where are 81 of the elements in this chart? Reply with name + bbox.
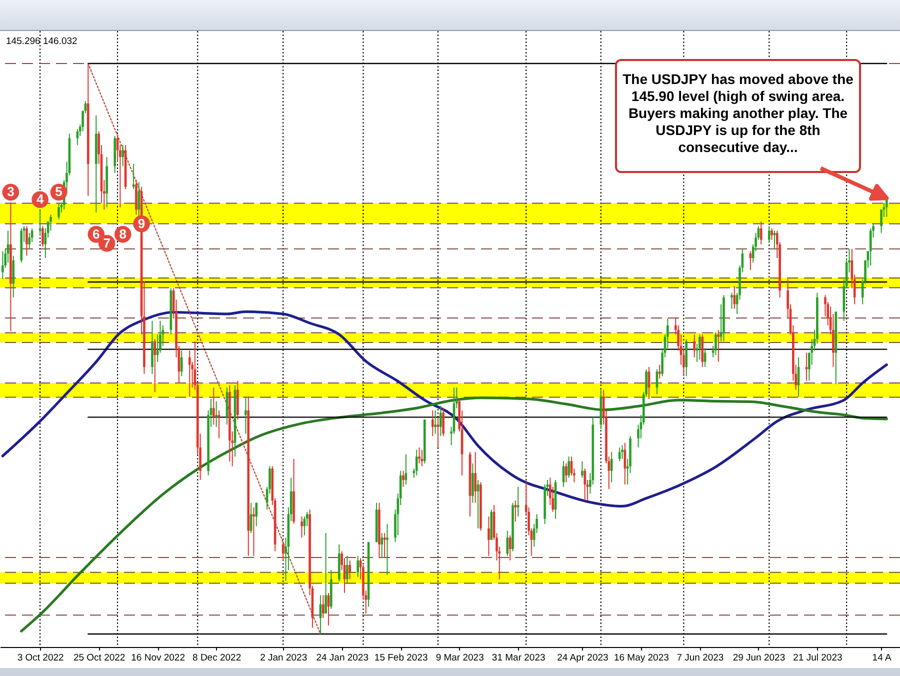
candlestick — [12, 255, 15, 298]
candlestick — [770, 228, 773, 240]
annotation: 5 — [55, 184, 62, 200]
annotation: 6 — [92, 226, 100, 242]
candlestick — [383, 532, 386, 559]
candlestick — [714, 332, 717, 356]
candlestick — [300, 516, 303, 538]
candlestick — [565, 462, 568, 483]
x-tick-label: 7 Jun 2023 — [676, 652, 724, 664]
candlestick — [698, 334, 701, 360]
x-tick-label: 9 Mar 2023 — [436, 652, 484, 664]
x-tick-label: 3 Oct 2022 — [17, 652, 64, 664]
candlestick — [26, 226, 28, 256]
candlestick — [356, 555, 360, 578]
candlestick — [693, 334, 696, 358]
candlestick — [348, 560, 351, 580]
candlestick — [188, 350, 191, 398]
candlestick — [415, 449, 418, 476]
annotation: The USDJPY has moved above the 145.90 level (high of swing area. Buyers making another play. The USDJPY is up for the 8th consecutive day... — [622, 71, 854, 155]
candlestick — [733, 285, 736, 310]
x-tick-label: 24 Apr 2023 — [557, 652, 608, 664]
candlestick — [768, 226, 770, 243]
candlestick — [717, 329, 720, 362]
candlestick — [215, 400, 218, 428]
annotation: 3 — [7, 184, 14, 200]
x-tick-label: 29 Jun 2023 — [732, 652, 786, 664]
candlestick — [805, 352, 808, 382]
candlestick — [154, 338, 156, 393]
candlestick — [28, 232, 31, 250]
candlestick — [658, 364, 661, 379]
candlestick — [472, 462, 474, 504]
candlestick — [431, 410, 434, 437]
candlestick — [621, 444, 624, 460]
candlestick — [252, 506, 255, 556]
candlestick — [42, 226, 44, 248]
candlestick — [2, 250, 4, 280]
candlestick — [346, 555, 348, 584]
candlestick — [436, 416, 440, 448]
candlestick — [212, 387, 215, 426]
candlestick — [434, 410, 436, 434]
x-tick-label: 15 Feb 2023 — [374, 652, 428, 664]
annotation: 8 — [119, 226, 126, 242]
candlestick — [440, 405, 442, 437]
candlestick — [122, 144, 124, 167]
annotation: 7 — [103, 235, 110, 250]
x-tick-label: 8 Dec 2022 — [192, 652, 242, 664]
candlestick — [138, 182, 140, 218]
candlestick — [244, 396, 247, 434]
candlestick — [704, 348, 706, 368]
candlestick — [474, 452, 477, 504]
candlestick — [730, 292, 733, 310]
candlestick — [442, 408, 444, 437]
candlestick — [514, 500, 517, 522]
x-tick-label: 16 May 2023 — [614, 652, 669, 664]
candlestick — [516, 486, 520, 517]
annotation: 9 — [138, 216, 146, 231]
candlestick — [760, 221, 762, 245]
candlestick — [568, 456, 570, 478]
candlestick — [402, 470, 404, 488]
candlestick — [418, 446, 420, 464]
annotation: 4 — [36, 192, 44, 207]
candlestick — [324, 532, 327, 614]
text: 145.296 146.032 — [6, 36, 78, 47]
candlestick — [58, 202, 60, 220]
x-tick-label: 14 A — [872, 652, 892, 664]
candlestick — [322, 594, 324, 619]
x-tick-label: 2 Jan 2023 — [260, 652, 308, 664]
candlestick — [380, 532, 384, 559]
candlestick — [584, 468, 586, 502]
x-tick-label: 25 Oct 2022 — [73, 652, 126, 664]
candlestick — [869, 228, 872, 266]
x-tick-label: 24 Jan 2023 — [316, 652, 368, 664]
candlestick — [255, 502, 258, 527]
candlestick — [386, 523, 388, 576]
x-tick-label: 21 Jul 2023 — [793, 652, 842, 664]
candlestick — [581, 460, 584, 478]
candlestick — [50, 214, 52, 232]
candlestick — [488, 516, 490, 556]
x-tick-label: 16 Nov 2022 — [131, 652, 186, 664]
candlestick — [180, 350, 183, 377]
x-tick-label: 31 Mar 2023 — [492, 652, 546, 664]
